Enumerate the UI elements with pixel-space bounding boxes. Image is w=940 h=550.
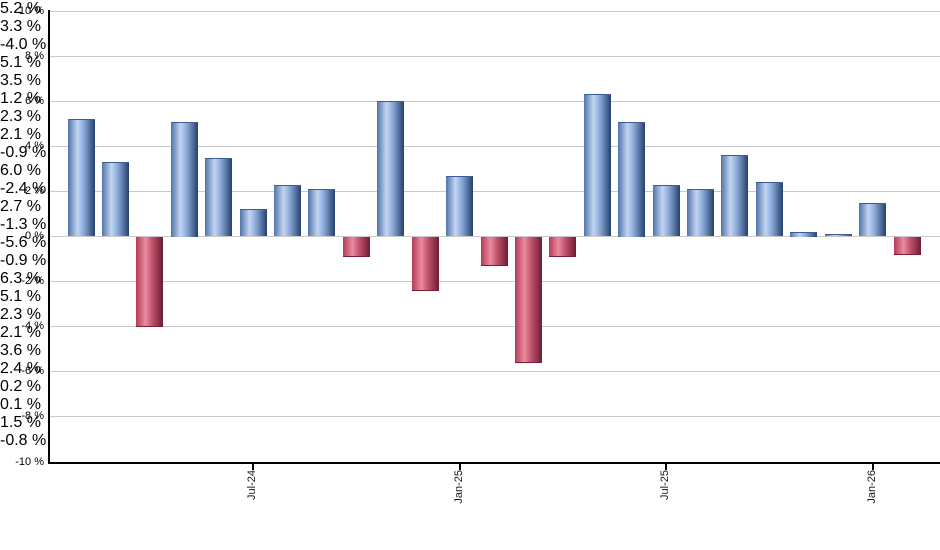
gridline-10 xyxy=(48,10,940,12)
gridline-6 xyxy=(48,100,940,102)
bar-value-label: -2.4 % xyxy=(0,180,47,197)
gridline-2 xyxy=(48,190,940,192)
bar-value-label: 5.2 % xyxy=(0,0,41,17)
x-axis-tick-label: Jul-25 xyxy=(659,470,672,500)
bar-value-label: 5.1 % xyxy=(0,288,41,305)
bar-value-label: 3.5 % xyxy=(0,72,41,89)
bar-value-label: -0.9 % xyxy=(0,144,47,161)
bar xyxy=(170,121,198,237)
bar-value-label: 5.1 % xyxy=(0,54,41,71)
bar xyxy=(583,94,611,237)
bar xyxy=(687,189,715,237)
bar xyxy=(342,236,370,257)
gridline--8 xyxy=(48,416,940,418)
bar-value-label: 3.6 % xyxy=(0,342,41,359)
bar-value-label: 6.0 % xyxy=(0,162,41,179)
x-axis-tick xyxy=(252,464,255,470)
y-axis-tick-label: 10 % xyxy=(18,4,44,17)
bar-value-label: 0.2 % xyxy=(0,378,41,395)
y-axis-tick-label: -6 % xyxy=(21,365,44,378)
y-axis-tick-label: 8 % xyxy=(25,49,44,62)
y-axis-tick-label: 4 % xyxy=(25,139,44,152)
bar xyxy=(893,236,921,255)
bar-value-label: -4.0 % xyxy=(0,36,47,53)
y-axis-line xyxy=(48,10,50,463)
gridline--4 xyxy=(48,326,940,328)
bar xyxy=(205,157,233,237)
bar xyxy=(101,162,129,237)
y-axis-tick-label: -8 % xyxy=(21,410,44,423)
bar-value-label: 6.3 % xyxy=(0,270,41,287)
bar xyxy=(824,234,852,237)
bar-value-label: 2.1 % xyxy=(0,324,41,341)
bar xyxy=(136,236,164,327)
x-axis-tick xyxy=(665,464,668,470)
y-axis-tick-label: -4 % xyxy=(21,320,44,333)
bar xyxy=(618,121,646,237)
bar-value-label: -1.3 % xyxy=(0,216,47,233)
bar-value-label: 1.5 % xyxy=(0,414,41,431)
gridline-4 xyxy=(48,145,940,147)
y-axis-tick-label: -10 % xyxy=(15,455,44,468)
x-axis-tick xyxy=(458,464,461,470)
bar xyxy=(514,236,542,363)
gridline-8 xyxy=(48,55,940,57)
y-axis-tick-label: 0 % xyxy=(25,230,44,242)
x-axis-tick-label: Jul-24 xyxy=(246,470,259,500)
y-axis-tick-label: -2 % xyxy=(21,275,44,288)
y-axis-tick-label: 2 % xyxy=(25,184,44,197)
bar xyxy=(790,232,818,237)
bar xyxy=(480,236,508,266)
x-axis-line xyxy=(48,462,940,464)
bar-value-label: -0.8 % xyxy=(0,432,47,449)
bar xyxy=(446,175,474,237)
bar xyxy=(859,202,887,237)
bar xyxy=(377,101,405,237)
bar xyxy=(308,189,336,237)
bar xyxy=(755,182,783,237)
bar-value-label: -5.6 % xyxy=(0,234,47,251)
bar xyxy=(411,236,439,291)
bar-value-label: 2.3 % xyxy=(0,306,41,323)
gridline--6 xyxy=(48,371,940,373)
y-axis-tick-label: 6 % xyxy=(25,94,44,107)
x-axis-tick xyxy=(871,464,874,470)
gridline--2 xyxy=(48,281,940,283)
bar xyxy=(239,209,267,237)
bar-value-label: 1.2 % xyxy=(0,90,41,107)
x-axis-tick-label: Jan-26 xyxy=(865,470,878,504)
bar-value-label: 3.3 % xyxy=(0,18,41,35)
x-axis-tick-label: Jan-25 xyxy=(452,470,465,504)
bar xyxy=(721,155,749,237)
bar xyxy=(652,184,680,237)
bar xyxy=(67,119,95,237)
bar-value-label: 2.7 % xyxy=(0,198,41,215)
bar-value-label: 2.3 % xyxy=(0,108,41,125)
bar-value-label: 2.1 % xyxy=(0,126,41,143)
bar-value-label: -0.9 % xyxy=(0,252,47,269)
bar xyxy=(549,236,577,257)
bar xyxy=(274,184,302,237)
bar-value-label: 0.1 % xyxy=(0,396,41,413)
bar-value-label: 2.4 % xyxy=(0,360,41,377)
